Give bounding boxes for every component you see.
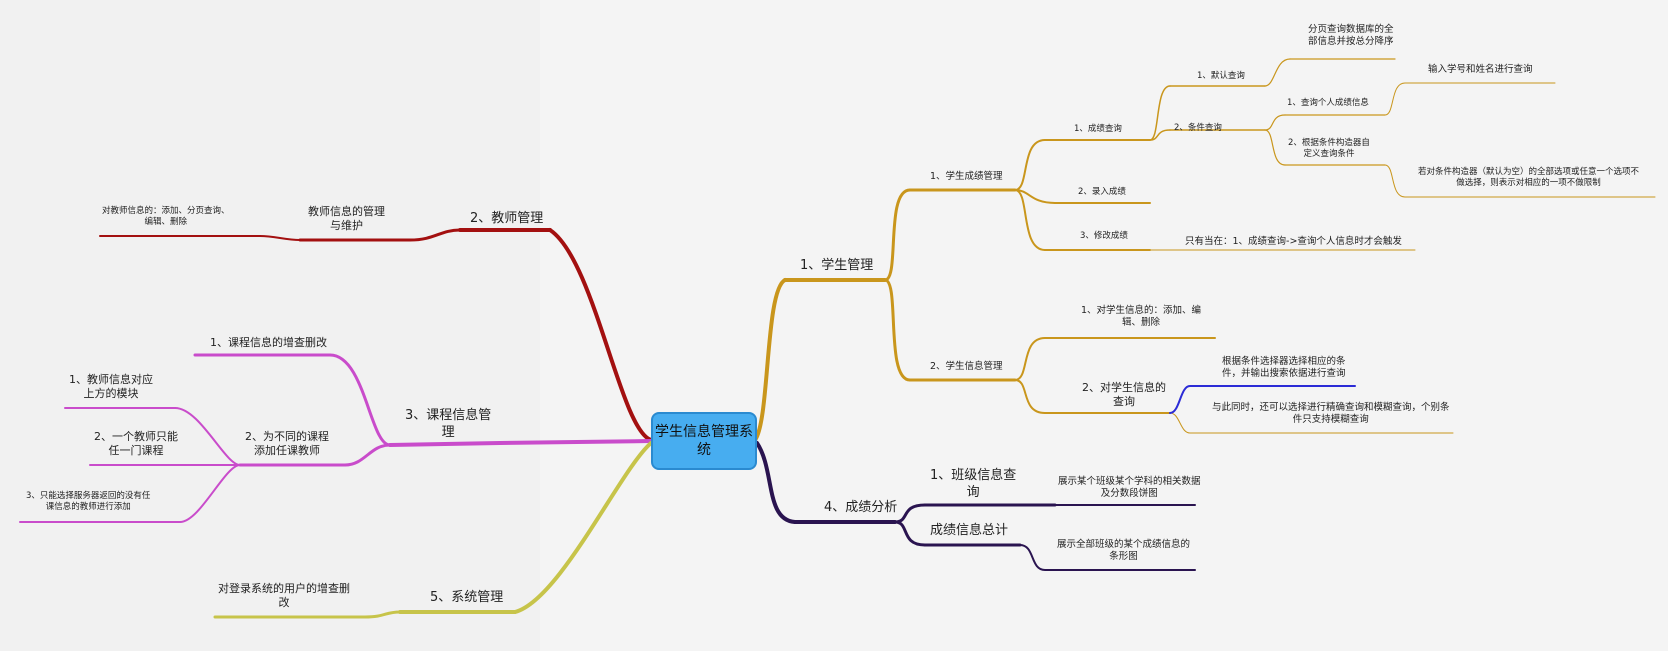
- course-note-2: 2、一个教师只能 任一门课程: [94, 430, 178, 458]
- teacher-branch-links: [99, 228, 653, 442]
- personal-query-node[interactable]: 1、查询个人成绩信息: [1287, 98, 1369, 108]
- score-edit-desc: 只有当在：1、成绩查询->查询个人信息时才会触发: [1185, 236, 1402, 247]
- default-query-node[interactable]: 1、默认查询: [1197, 71, 1245, 81]
- condition-builder-desc: 若对条件构造器（默认为空）的全部选项或任意一个选项不 做选择，则表示对相应的一项…: [1418, 167, 1640, 189]
- student-branch-links: [753, 58, 1656, 442]
- course-assign-node[interactable]: 2、为不同的课程 添加任课教师: [245, 430, 329, 458]
- class-query-node[interactable]: 1、班级信息查 询: [930, 468, 1017, 500]
- system-desc: 对登录系统的用户的增查删 改: [218, 582, 350, 610]
- student-info-query-desc2: 与此同时，还可以选择进行精确查询和模糊查询，个别条 件只支持模糊查询: [1212, 402, 1450, 426]
- score-branch-links: [755, 441, 1196, 571]
- root-line2: 统: [697, 442, 711, 458]
- course-mgmt-node[interactable]: 3、课程信息管 理: [405, 408, 492, 440]
- system-mgmt-node[interactable]: 5、系统管理: [430, 590, 504, 605]
- student-info-crud-node[interactable]: 1、对学生信息的：添加、编 辑、删除: [1081, 305, 1202, 329]
- system-branch-links: [213, 441, 653, 619]
- teacher-mgmt-node[interactable]: 2、教师管理: [470, 211, 544, 226]
- score-entry-node[interactable]: 2、录入成绩: [1078, 187, 1126, 197]
- cond-query-node[interactable]: 2、条件查询: [1174, 123, 1222, 133]
- course-note-3: 3、只能选择服务器返回的没有任 课信息的教师进行添加: [26, 491, 151, 513]
- course-note-1: 1、教师信息对应 上方的模块: [69, 373, 153, 401]
- default-query-desc: 分页查询数据库的全 部信息并按总分降序: [1308, 24, 1394, 48]
- personal-query-desc: 输入学号和姓名进行查询: [1428, 64, 1533, 75]
- student-info-mgmt-node[interactable]: 2、学生信息管理: [930, 361, 1003, 372]
- condition-builder-node[interactable]: 2、根据条件构造器自 定义查询条件: [1288, 138, 1370, 160]
- background-panel: [0, 0, 540, 651]
- score-mgmt-node[interactable]: 1、学生成绩管理: [930, 171, 1003, 182]
- query-highlight-link: [1169, 385, 1356, 414]
- root-node[interactable]: 学生信息管理系 统: [651, 412, 757, 470]
- score-analysis-node[interactable]: 4、成绩分析: [824, 500, 898, 515]
- score-total-node[interactable]: 成绩信息总计: [930, 523, 1009, 538]
- score-total-desc: 展示全部班级的某个成绩信息的 条形图: [1057, 539, 1191, 563]
- score-query-node[interactable]: 1、成绩查询: [1074, 124, 1122, 134]
- course-crud-node[interactable]: 1、课程信息的增查删改: [210, 336, 327, 349]
- teacher-maintain-node[interactable]: 教师信息的管理 与维护: [308, 205, 385, 233]
- class-query-desc: 展示某个班级某个学科的相关数据 及分数段饼图: [1058, 476, 1201, 500]
- score-edit-node[interactable]: 3、修改成绩: [1080, 231, 1128, 241]
- course-branch-links: [19, 353, 653, 523]
- student-info-query-node[interactable]: 2、对学生信息的 查询: [1082, 381, 1166, 409]
- student-mgmt-node[interactable]: 1、学生管理: [800, 258, 874, 273]
- root-line1: 学生信息管理系: [655, 423, 753, 440]
- student-info-query-desc1: 根据条件选择器选择相应的条 件，并输出搜索依据进行查询: [1222, 356, 1346, 380]
- teacher-maintain-desc: 对教师信息的：添加、分页查询、 编辑、删除: [102, 206, 230, 228]
